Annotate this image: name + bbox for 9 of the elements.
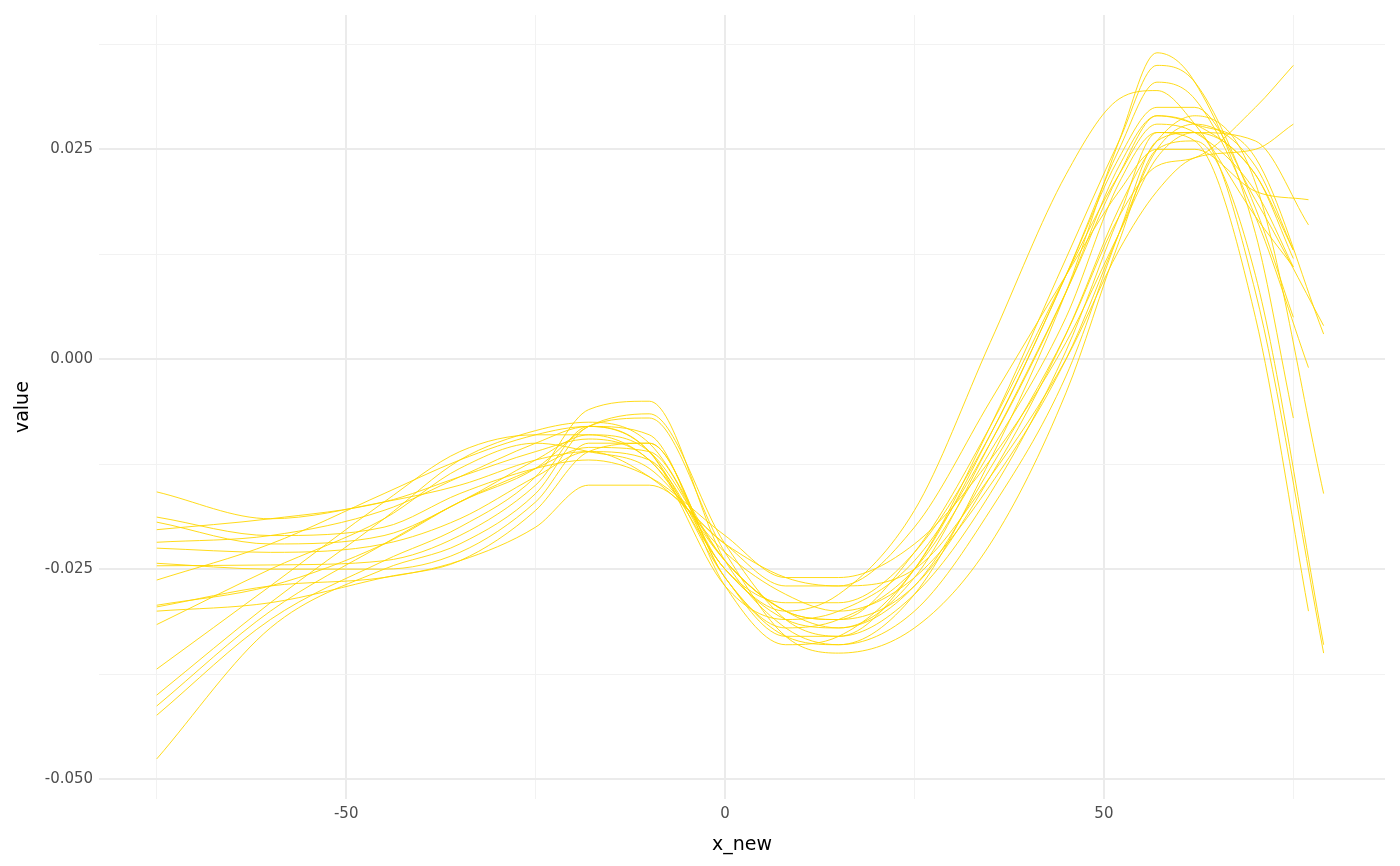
x-tick-label: -50 xyxy=(333,804,359,823)
y-tick-label: 0.000 xyxy=(50,349,94,368)
x-tick-label: 0 xyxy=(720,804,730,823)
y-tick-label: 0.025 xyxy=(50,139,94,158)
y-tick-label: -0.025 xyxy=(44,559,94,578)
y-tick-label: -0.050 xyxy=(44,768,94,787)
x-tick-label: 50 xyxy=(1094,804,1114,823)
y-axis-title: value xyxy=(10,381,33,434)
x-axis-title: x_new xyxy=(712,831,773,855)
